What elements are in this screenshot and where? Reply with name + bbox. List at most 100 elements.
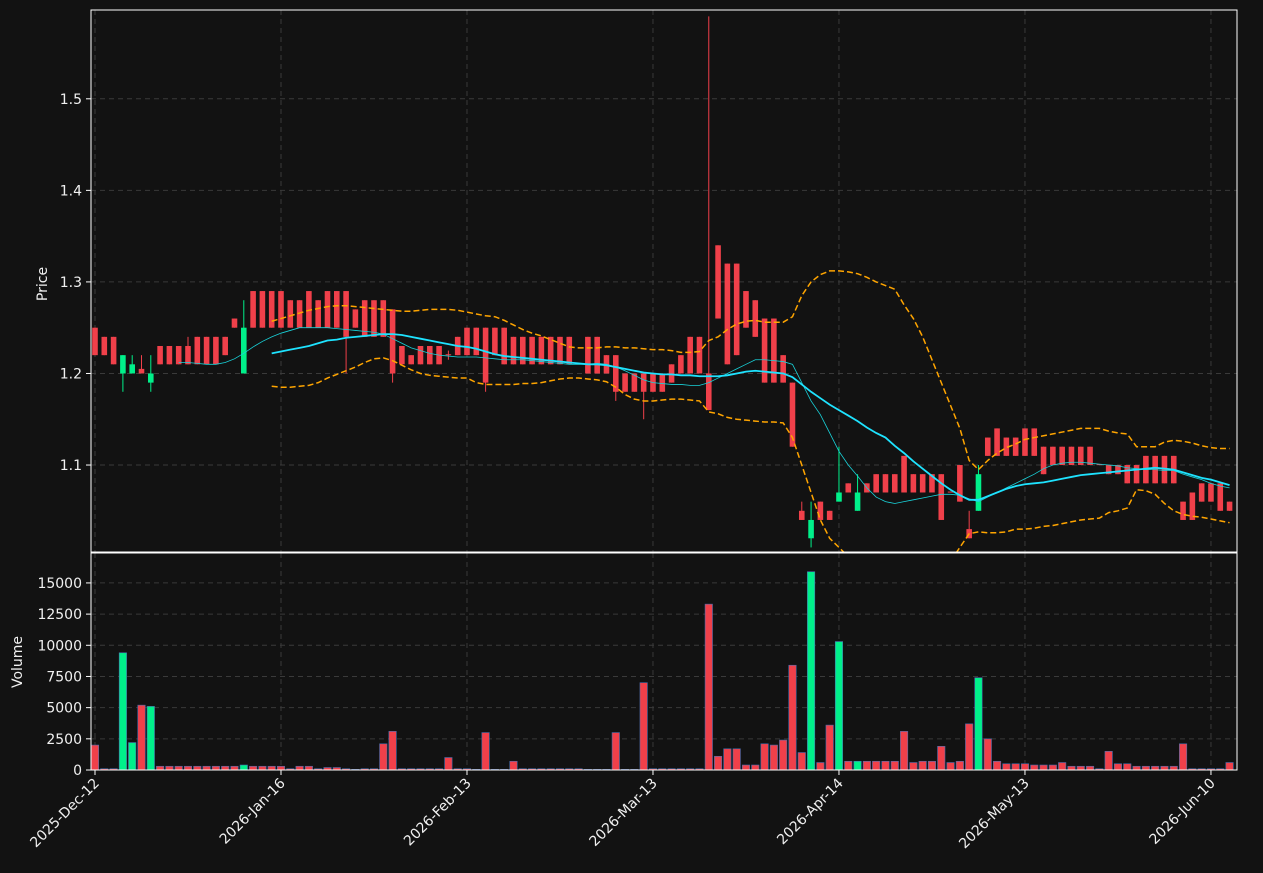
candle-body bbox=[696, 336, 703, 374]
candle-body bbox=[1133, 465, 1140, 484]
volume-bar bbox=[174, 765, 183, 770]
candle-body bbox=[1198, 483, 1205, 502]
volume-bar bbox=[890, 760, 899, 770]
volume-bar bbox=[239, 764, 248, 770]
candle-body bbox=[715, 245, 721, 319]
volume-bar bbox=[760, 743, 769, 770]
candle-body bbox=[185, 346, 191, 365]
candle-body bbox=[1161, 455, 1168, 484]
y-tick-label: 1.2 bbox=[60, 366, 82, 382]
volume-bar bbox=[156, 765, 165, 770]
candle-body bbox=[808, 519, 814, 539]
candle-body bbox=[334, 291, 340, 328]
candle-body bbox=[464, 327, 470, 356]
y-tick-label: 5000 bbox=[46, 701, 82, 717]
volume-bar bbox=[816, 762, 825, 770]
volume-bar bbox=[611, 732, 620, 770]
candle-body bbox=[399, 346, 405, 365]
volume-axis-label: Volume bbox=[10, 636, 26, 688]
volume-bar bbox=[853, 760, 862, 770]
volume-bar bbox=[1048, 764, 1057, 770]
volume-bar bbox=[193, 765, 202, 770]
candle-body bbox=[1022, 428, 1028, 456]
candle-body bbox=[994, 428, 1000, 456]
candle-body bbox=[361, 300, 368, 337]
volume-bar bbox=[937, 746, 946, 770]
candle-body bbox=[659, 373, 666, 392]
volume-bar bbox=[118, 652, 127, 770]
candle-body bbox=[761, 318, 768, 383]
volume-bar bbox=[1132, 765, 1141, 770]
volume-bar bbox=[779, 739, 788, 770]
volume-bar bbox=[1011, 763, 1020, 770]
candle-body bbox=[612, 355, 619, 392]
volume-bar bbox=[900, 731, 909, 770]
candle-body bbox=[1105, 465, 1112, 475]
volume-bar bbox=[965, 723, 974, 770]
y-tick-label: 1.3 bbox=[60, 275, 82, 291]
y-tick-label: 12500 bbox=[37, 607, 82, 623]
candle-body bbox=[389, 309, 396, 374]
candle-body bbox=[473, 327, 480, 356]
indicator-line bbox=[271, 333, 1230, 501]
candle-body bbox=[492, 327, 498, 356]
candle-body bbox=[175, 346, 182, 365]
candle-body bbox=[780, 355, 786, 383]
candle-body bbox=[510, 336, 517, 365]
volume-bar bbox=[872, 760, 881, 770]
candle-body bbox=[622, 373, 628, 392]
candle-body bbox=[910, 474, 917, 493]
price-marks bbox=[92, 16, 1233, 552]
candle-body bbox=[231, 318, 238, 328]
y-tick-label: 10000 bbox=[37, 638, 82, 654]
candle-body bbox=[110, 336, 117, 365]
candle-body bbox=[482, 327, 489, 383]
candle-body bbox=[724, 263, 731, 365]
volume-bar bbox=[304, 765, 313, 770]
candle-body bbox=[278, 291, 284, 328]
volume-bar bbox=[797, 752, 806, 770]
candle-body bbox=[817, 501, 824, 520]
volume-bar bbox=[276, 765, 286, 770]
candle-body bbox=[547, 336, 554, 365]
volume-bar bbox=[1169, 765, 1178, 770]
volume-bar bbox=[379, 743, 388, 770]
y-tick-label: 1.4 bbox=[60, 183, 82, 199]
candle-body bbox=[733, 263, 740, 356]
candle-body bbox=[891, 474, 898, 493]
volume-bar bbox=[183, 765, 193, 770]
volume-bar bbox=[1141, 765, 1150, 770]
candle-body bbox=[585, 336, 591, 374]
volume-bar bbox=[639, 682, 648, 770]
candle-body bbox=[1031, 428, 1038, 456]
candle-body bbox=[668, 364, 675, 383]
candle-body bbox=[929, 474, 935, 493]
candle-body bbox=[901, 455, 907, 493]
candle-body bbox=[1059, 446, 1065, 466]
volume-bar bbox=[993, 760, 1002, 770]
candle-body bbox=[1040, 446, 1047, 475]
candle-body bbox=[194, 336, 201, 365]
candle-body bbox=[259, 291, 266, 328]
candle-body bbox=[1180, 501, 1186, 520]
candle-body bbox=[854, 492, 861, 511]
candle-body bbox=[826, 510, 833, 520]
candle-body bbox=[1189, 492, 1196, 520]
volume-bar bbox=[1039, 764, 1048, 770]
volume-bar bbox=[1002, 763, 1011, 770]
volume-bar bbox=[165, 765, 174, 770]
volume-bar bbox=[1104, 750, 1113, 770]
indicator-line bbox=[271, 270, 1230, 471]
volume-bar bbox=[202, 765, 211, 770]
price-axis-label: Price bbox=[35, 267, 51, 301]
candle-body bbox=[984, 437, 991, 456]
candle-body bbox=[957, 465, 963, 502]
candle-body bbox=[1124, 465, 1131, 484]
y-tick-label: 1.5 bbox=[60, 92, 82, 108]
candle-body bbox=[789, 382, 796, 447]
candle-body bbox=[380, 300, 387, 337]
candle-body bbox=[417, 346, 424, 365]
y-tick-label: 1.1 bbox=[60, 458, 82, 474]
